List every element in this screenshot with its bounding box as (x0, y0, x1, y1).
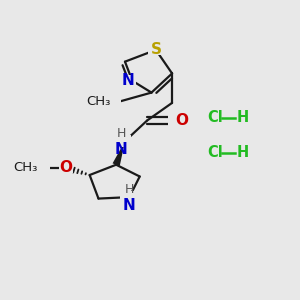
Text: O: O (60, 160, 73, 175)
Text: CH₃: CH₃ (86, 95, 110, 108)
Text: H: H (117, 127, 126, 140)
Polygon shape (112, 141, 125, 166)
Text: O: O (176, 113, 189, 128)
Bar (119, 75, 136, 86)
Text: Cl: Cl (207, 110, 223, 125)
Text: H: H (237, 110, 249, 125)
Text: Cl: Cl (207, 146, 223, 160)
Text: H: H (237, 146, 249, 160)
Text: CH₃: CH₃ (14, 161, 38, 174)
Text: N: N (121, 73, 134, 88)
Bar (112, 135, 131, 147)
Text: S: S (150, 42, 161, 57)
Bar (99, 97, 121, 109)
Text: N: N (115, 142, 128, 157)
Bar (59, 162, 74, 173)
Text: N: N (123, 198, 136, 213)
Bar (120, 191, 139, 203)
Bar (167, 115, 184, 126)
Bar (148, 44, 164, 56)
Bar (26, 162, 50, 174)
Text: H: H (125, 183, 134, 196)
